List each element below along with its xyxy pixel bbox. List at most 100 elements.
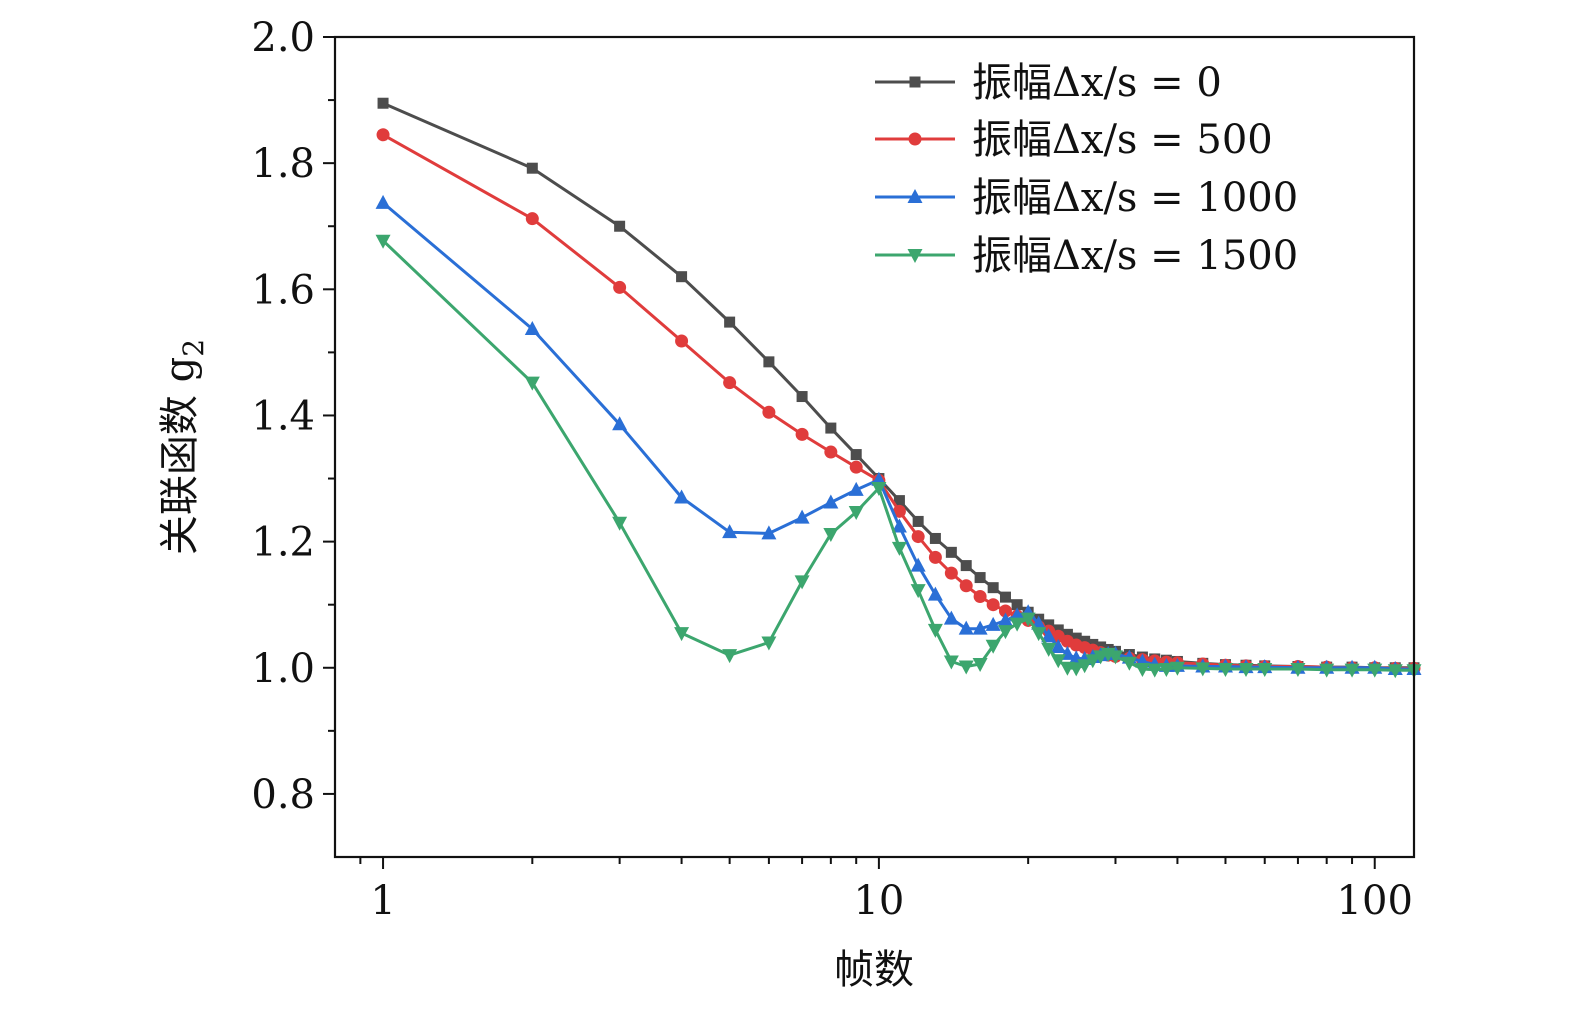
- data-point-marker: [943, 610, 959, 625]
- data-point-marker: [974, 572, 986, 584]
- data-point-marker: [1134, 663, 1150, 678]
- data-point-marker: [892, 504, 906, 518]
- data-point-marker: [1050, 654, 1066, 669]
- data-point-marker: [375, 194, 391, 209]
- data-point-marker: [824, 445, 838, 459]
- data-point-marker: [972, 657, 988, 672]
- data-point-marker: [927, 586, 943, 601]
- data-point-marker: [928, 550, 942, 564]
- data-point-marker: [614, 220, 626, 232]
- data-point-marker: [911, 530, 925, 544]
- data-point-marker: [612, 516, 628, 531]
- data-point-marker: [723, 376, 737, 390]
- data-point-marker: [794, 575, 810, 590]
- data-point-marker: [1031, 627, 1047, 642]
- data-point-marker: [1011, 599, 1023, 611]
- data-point-marker: [1068, 662, 1084, 677]
- data-point-marker: [958, 620, 974, 635]
- data-point-marker: [1050, 638, 1066, 653]
- data-point-marker: [722, 524, 738, 539]
- data-point-marker: [907, 249, 923, 263]
- x-tick-label: 1: [370, 878, 395, 924]
- data-point-marker: [761, 636, 777, 651]
- data-point-marker: [376, 128, 390, 142]
- data-point-marker: [891, 518, 907, 533]
- data-point-marker: [985, 639, 1001, 654]
- data-point-marker: [1147, 663, 1163, 678]
- y-tick-label: 0.8: [251, 772, 315, 818]
- data-point-marker: [761, 525, 777, 540]
- data-point-marker: [794, 509, 810, 524]
- data-point-marker: [823, 494, 839, 509]
- data-point-marker: [945, 546, 957, 558]
- axes-frame: [333, 35, 1416, 859]
- data-point-marker: [848, 505, 864, 520]
- data-point-marker: [724, 316, 736, 328]
- data-point-marker: [525, 212, 539, 226]
- data-point-marker: [985, 616, 1001, 631]
- y-axis-title-main: 关联函数 g: [157, 357, 203, 555]
- data-point-marker: [675, 334, 689, 348]
- data-point-marker: [1085, 654, 1101, 669]
- data-point-marker: [1041, 628, 1057, 643]
- data-point-marker: [973, 589, 987, 603]
- data-point-marker: [823, 528, 839, 543]
- data-point-marker: [958, 660, 974, 675]
- data-point-marker: [987, 582, 999, 594]
- data-point-marker: [674, 627, 690, 642]
- data-point-marker: [986, 598, 1000, 612]
- data-point-marker: [893, 495, 905, 507]
- data-point-marker: [1217, 663, 1233, 678]
- data-point-marker: [997, 625, 1013, 640]
- data-point-marker: [762, 405, 776, 419]
- legend-item: 振幅Δx/s = 500: [875, 117, 1273, 163]
- data-point-marker: [910, 584, 926, 599]
- data-point-marker: [1387, 664, 1403, 679]
- data-point-marker: [871, 482, 887, 496]
- legend-item: 振幅Δx/s = 0: [875, 60, 1222, 106]
- data-point-marker: [1070, 632, 1082, 644]
- y-axis-title: 关联函数 g2: [157, 339, 210, 555]
- legend-label: 振幅Δx/s = 0: [972, 60, 1222, 106]
- data-point-marker: [999, 591, 1011, 603]
- data-point-marker: [524, 321, 540, 336]
- data-point-marker: [972, 620, 988, 635]
- data-point-marker: [848, 481, 864, 496]
- data-point-marker: [929, 532, 941, 544]
- data-point-marker: [613, 280, 627, 294]
- legend-label: 振幅Δx/s = 500: [972, 117, 1273, 163]
- data-point-marker: [1158, 663, 1174, 678]
- y-tick-label: 1.8: [251, 141, 315, 187]
- data-point-marker: [1121, 656, 1137, 671]
- legend-item: 振幅Δx/s = 1000: [875, 175, 1298, 221]
- legend: 振幅Δx/s = 0 振幅Δx/s = 500 振幅Δx/s = 1000 振幅Δx/…: [875, 60, 1298, 279]
- data-point-marker: [524, 376, 540, 391]
- data-point-marker: [1290, 663, 1306, 678]
- tick-group: 1 10 100 0.8 1.0 1.2 1.4 1.6 1.8 2.0: [251, 15, 1413, 924]
- data-point-marker: [1009, 617, 1025, 632]
- data-point-marker: [959, 579, 973, 593]
- data-point-marker: [909, 76, 921, 88]
- data-point-marker: [825, 422, 837, 434]
- data-point-marker: [850, 449, 862, 461]
- data-point-marker: [674, 489, 690, 504]
- data-point-marker: [1319, 663, 1335, 678]
- data-point-marker: [944, 566, 958, 580]
- y-tick-label: 1.6: [251, 267, 315, 313]
- data-point-marker: [927, 623, 943, 638]
- y-tick-label: 2.0: [251, 15, 315, 61]
- data-point-marker: [1061, 628, 1073, 640]
- data-point-marker: [1077, 659, 1093, 674]
- legend-item: 振幅Δx/s = 1500: [875, 233, 1298, 279]
- legend-label: 振幅Δx/s = 1500: [972, 233, 1298, 279]
- plot-area: [375, 97, 1422, 679]
- data-point-marker: [891, 541, 907, 556]
- data-point-marker: [676, 271, 688, 283]
- data-point-marker: [1169, 661, 1185, 676]
- data-point-marker: [907, 189, 923, 203]
- data-point-marker: [960, 560, 972, 572]
- series-3: [375, 234, 1422, 679]
- data-point-marker: [912, 515, 924, 527]
- data-point-marker: [1238, 663, 1254, 678]
